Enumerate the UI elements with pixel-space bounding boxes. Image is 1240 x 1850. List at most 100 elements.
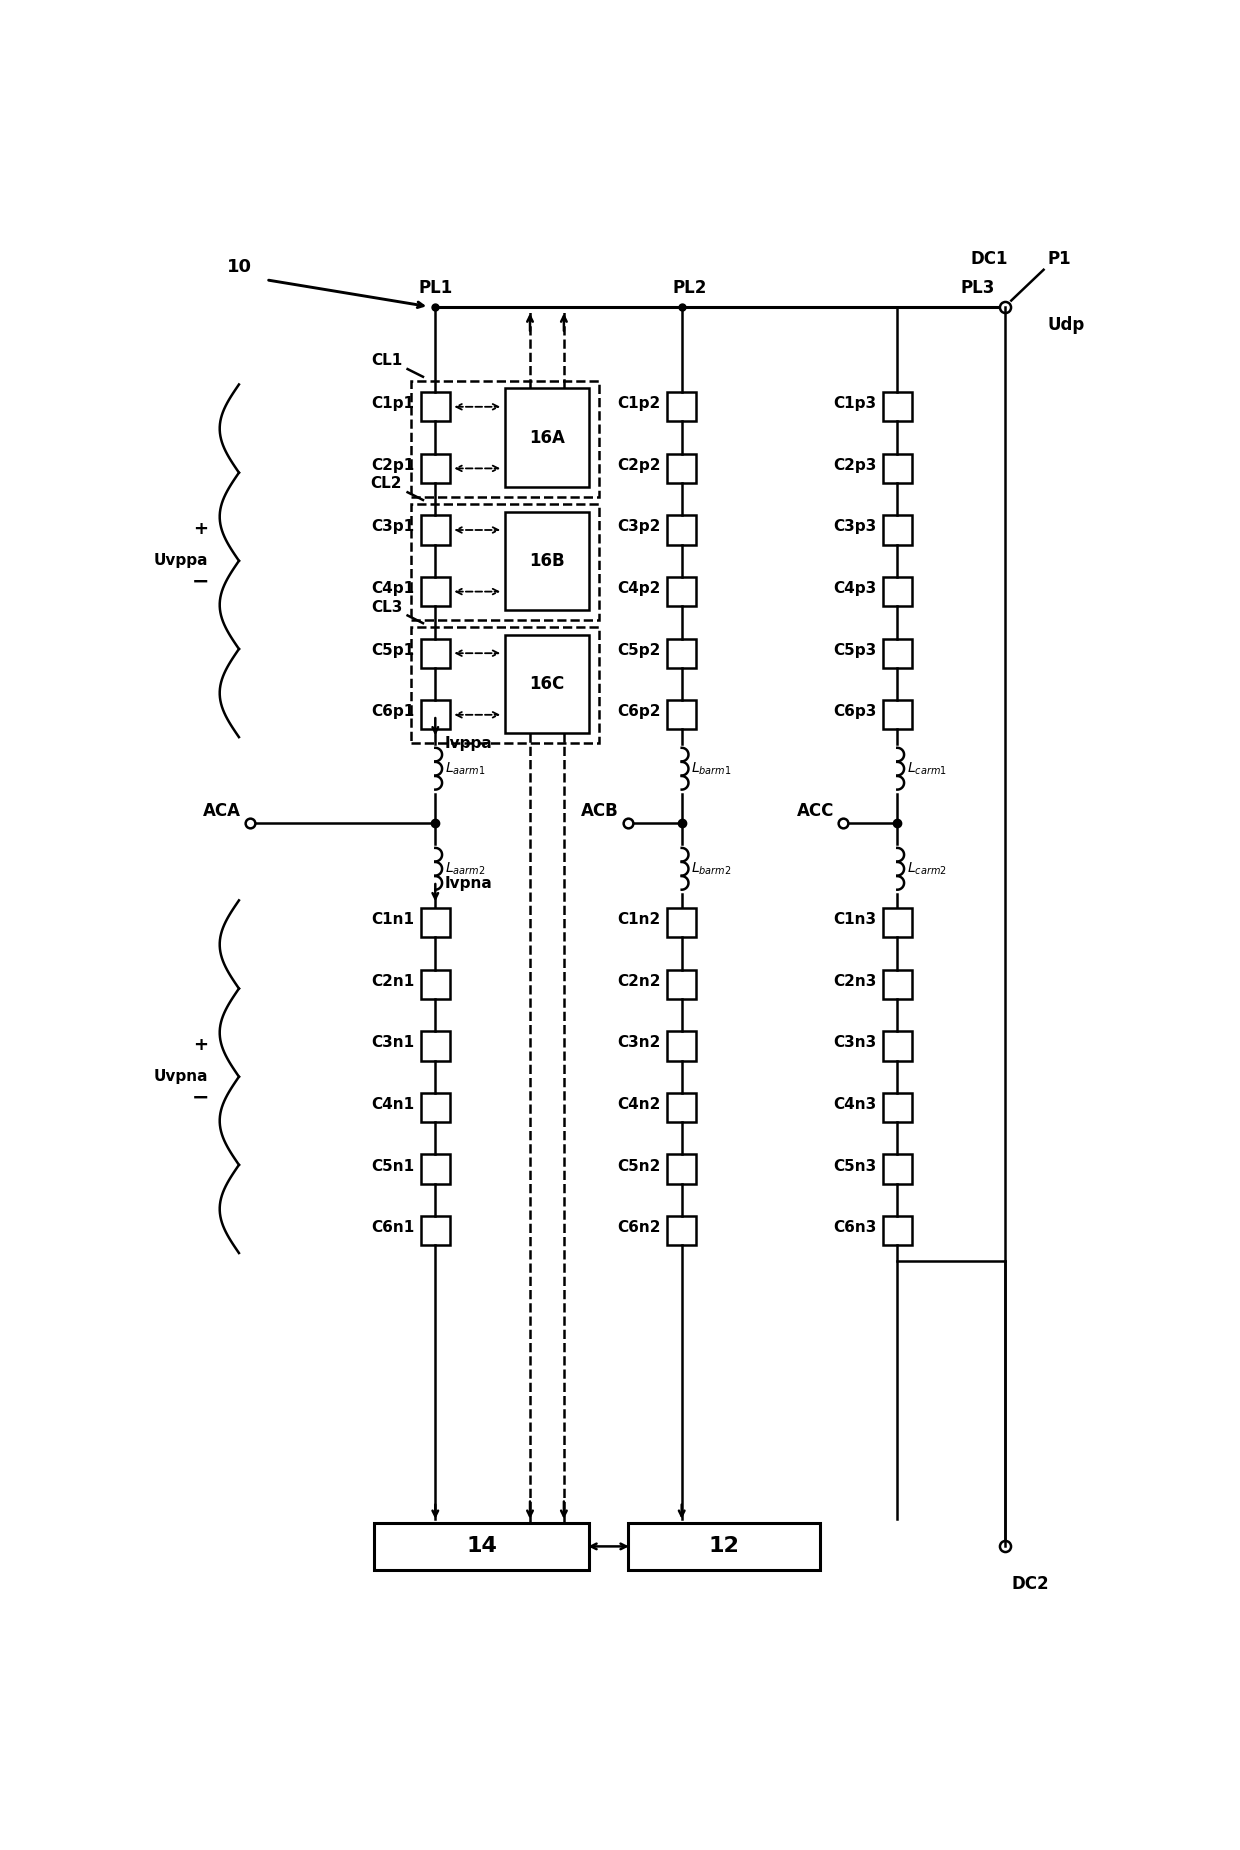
Text: PL3: PL3 [961, 279, 996, 296]
Text: PL2: PL2 [672, 279, 707, 296]
Bar [667, 638, 697, 668]
Text: CL1: CL1 [371, 353, 402, 368]
Text: 16C: 16C [529, 675, 564, 694]
Text: 12: 12 [708, 1536, 739, 1556]
Bar [420, 1093, 450, 1123]
Text: +: + [193, 1036, 208, 1054]
Text: C2n1: C2n1 [371, 973, 414, 988]
Bar [505, 635, 589, 733]
Bar [883, 453, 911, 483]
Text: C2p2: C2p2 [618, 457, 661, 474]
Text: PL1: PL1 [418, 279, 453, 296]
Text: Ivppa: Ivppa [444, 736, 492, 751]
Bar [420, 392, 450, 422]
Text: P1: P1 [1048, 250, 1071, 268]
Text: $L_{aarm2}$: $L_{aarm2}$ [444, 860, 485, 877]
Bar [420, 1215, 450, 1245]
Bar [667, 1154, 697, 1184]
Text: C6n2: C6n2 [618, 1221, 661, 1236]
Text: CL2: CL2 [371, 477, 402, 492]
Text: DC1: DC1 [971, 250, 1008, 268]
Bar [412, 381, 599, 498]
Text: C3p3: C3p3 [833, 520, 877, 535]
Bar [667, 1215, 697, 1245]
Text: C5p3: C5p3 [833, 642, 877, 657]
Bar [667, 1093, 697, 1123]
Text: $L_{barm2}$: $L_{barm2}$ [691, 860, 732, 877]
Text: ACB: ACB [580, 803, 619, 820]
Text: C3p1: C3p1 [372, 520, 414, 535]
Text: C4n3: C4n3 [833, 1097, 877, 1112]
Text: $L_{barm1}$: $L_{barm1}$ [691, 760, 732, 777]
Bar [505, 511, 589, 610]
Bar [420, 1030, 450, 1060]
Text: C6n1: C6n1 [371, 1221, 414, 1236]
Text: C2n3: C2n3 [833, 973, 877, 988]
Text: C6p3: C6p3 [833, 705, 877, 720]
Text: C1n3: C1n3 [833, 912, 877, 927]
Bar [420, 516, 450, 544]
Text: C4p2: C4p2 [618, 581, 661, 596]
Bar [883, 699, 911, 729]
Bar [667, 699, 697, 729]
Text: Ivpna: Ivpna [444, 877, 492, 892]
Bar [420, 969, 450, 999]
Bar [883, 516, 911, 544]
Text: C1n1: C1n1 [372, 912, 414, 927]
Text: C3n2: C3n2 [618, 1036, 661, 1051]
Bar [883, 969, 911, 999]
Text: C2p3: C2p3 [833, 457, 877, 474]
Text: 14: 14 [466, 1536, 497, 1556]
Bar [667, 453, 697, 483]
Text: Uvppa: Uvppa [154, 553, 208, 568]
Text: C1p1: C1p1 [372, 396, 414, 411]
Text: C4p3: C4p3 [833, 581, 877, 596]
Text: C4n1: C4n1 [372, 1097, 414, 1112]
Text: C6p1: C6p1 [371, 705, 414, 720]
Bar [883, 908, 911, 938]
Bar [883, 638, 911, 668]
Bar [420, 638, 450, 668]
Text: Uvpna: Uvpna [154, 1069, 208, 1084]
Text: DC2: DC2 [1012, 1574, 1049, 1593]
Text: C4n2: C4n2 [618, 1097, 661, 1112]
Text: C5n3: C5n3 [833, 1158, 877, 1173]
Bar [412, 503, 599, 620]
Bar [412, 627, 599, 744]
Text: C2n2: C2n2 [618, 973, 661, 988]
Bar [883, 392, 911, 422]
Text: C3n3: C3n3 [833, 1036, 877, 1051]
Text: C3n1: C3n1 [372, 1036, 414, 1051]
Text: C5p2: C5p2 [618, 642, 661, 657]
Text: C3p2: C3p2 [618, 520, 661, 535]
Bar [883, 1154, 911, 1184]
Bar [667, 908, 697, 938]
Text: ACC: ACC [797, 803, 835, 820]
Text: $L_{carm2}$: $L_{carm2}$ [906, 860, 946, 877]
Text: C6p2: C6p2 [618, 705, 661, 720]
Bar [420, 453, 450, 483]
Bar [373, 1523, 589, 1569]
Text: C4p1: C4p1 [372, 581, 414, 596]
Text: Udp: Udp [1048, 316, 1085, 333]
Text: C5n1: C5n1 [372, 1158, 414, 1173]
Bar [667, 1030, 697, 1060]
Text: −: − [192, 572, 210, 592]
Text: C5p1: C5p1 [372, 642, 414, 657]
Bar [883, 1215, 911, 1245]
Bar [505, 388, 589, 487]
Bar [627, 1523, 821, 1569]
Text: C6n3: C6n3 [833, 1221, 877, 1236]
Bar [420, 699, 450, 729]
Text: C1p2: C1p2 [618, 396, 661, 411]
Text: C2p1: C2p1 [371, 457, 414, 474]
Text: 16B: 16B [529, 551, 564, 570]
Text: C5n2: C5n2 [618, 1158, 661, 1173]
Text: +: + [193, 520, 208, 538]
Bar [667, 392, 697, 422]
Text: −: − [192, 1088, 210, 1108]
Bar [667, 516, 697, 544]
Bar [667, 969, 697, 999]
Text: 10: 10 [227, 257, 253, 276]
Bar [420, 908, 450, 938]
